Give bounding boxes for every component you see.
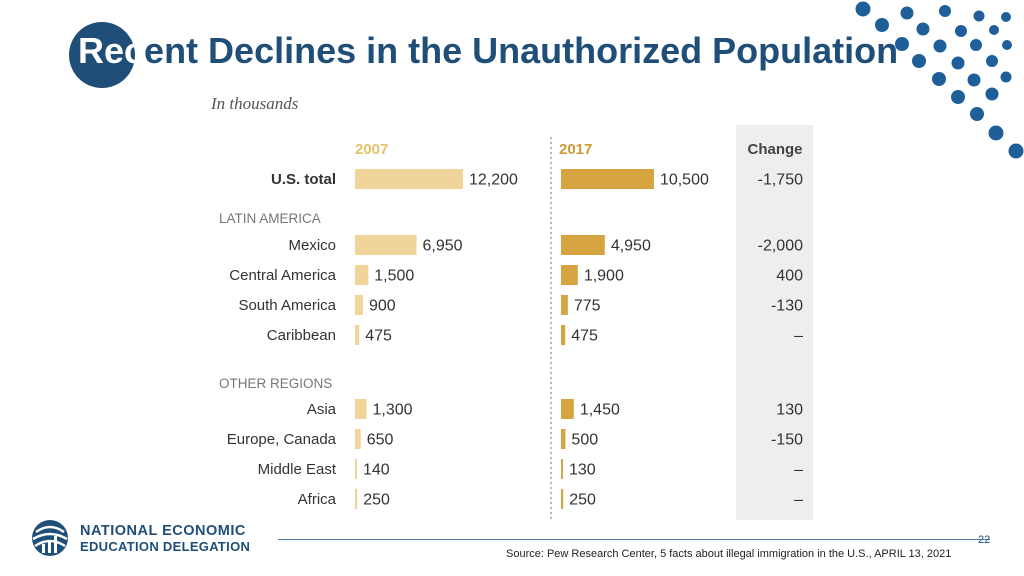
bar-2017 [561, 265, 578, 285]
source-citation: Source: Pew Research Center, 5 facts abo… [506, 548, 952, 560]
bar-2007 [355, 399, 367, 419]
value-label-2017: 1,450 [580, 402, 620, 419]
dot [1001, 12, 1011, 22]
dot [912, 54, 926, 68]
row-label: Africa [298, 491, 337, 508]
dot [1008, 143, 1024, 159]
unit-label: In thousands [211, 94, 299, 113]
change-value: – [794, 492, 803, 509]
title-accent-circle [69, 22, 135, 88]
dot [967, 73, 981, 87]
bar-2017 [561, 489, 564, 509]
logo-line-2: EDUCATION DELEGATION [80, 539, 251, 554]
bar-2007 [355, 295, 363, 315]
bar-2007 [355, 169, 463, 189]
row-label: South America [238, 297, 336, 314]
value-label-2017: 500 [571, 432, 598, 449]
bar-2017 [561, 295, 568, 315]
row-label: Caribbean [267, 327, 336, 344]
value-label-2007: 1,500 [374, 268, 414, 285]
row-label: U.S. total [271, 171, 336, 188]
row-label: Central America [229, 267, 336, 284]
group-label-other-regions: OTHER REGIONS [219, 376, 332, 391]
bar-2017 [561, 169, 654, 189]
dot [951, 56, 965, 70]
dot [895, 37, 909, 51]
value-label-2007: 250 [363, 492, 390, 509]
value-label-2017: 475 [571, 328, 598, 345]
dot [932, 72, 946, 86]
page-number: 22 [978, 534, 991, 546]
value-label-2007: 140 [363, 462, 390, 479]
dot [986, 55, 998, 67]
dot [1002, 40, 1012, 50]
change-value: 130 [776, 402, 803, 419]
bar-2017 [561, 325, 566, 345]
change-value: – [794, 462, 803, 479]
group-label-latin-america: LATIN AMERICA [219, 211, 321, 226]
bar-2017 [561, 235, 605, 255]
change-value: -2,000 [758, 238, 803, 255]
dot [989, 25, 999, 35]
chart: 2007 2017 Change LATIN AMERICA OTHER REG… [219, 125, 813, 521]
dot [970, 107, 984, 121]
dot [951, 90, 965, 104]
value-label-2007: 12,200 [469, 172, 518, 189]
footer-rule [278, 539, 990, 540]
dot [973, 10, 985, 22]
change-column-background [736, 125, 813, 520]
logo-line-1: NATIONAL ECONOMIC [80, 523, 246, 539]
dot [988, 125, 1004, 141]
decorative-dots [855, 1, 1024, 159]
value-label-2017: 10,500 [660, 172, 709, 189]
value-label-2007: 650 [367, 432, 394, 449]
bar-2017 [561, 399, 574, 419]
bar-2017 [561, 459, 563, 479]
dot [970, 39, 982, 51]
value-label-2017: 4,950 [611, 238, 651, 255]
chart-rows: U.S. total 12,200 10,500 -1,750 Mexico 6,950 4… [227, 169, 803, 509]
row-label: Europe, Canada [227, 431, 337, 448]
change-value: -130 [771, 298, 803, 315]
logo: NATIONAL ECONOMIC EDUCATION DELEGATION [30, 518, 270, 562]
value-label-2017: 775 [574, 298, 601, 315]
dot [939, 5, 951, 17]
bar-2007 [355, 489, 358, 509]
dot [855, 1, 871, 17]
change-value: – [794, 328, 803, 345]
dot [1000, 71, 1012, 83]
dot [875, 18, 889, 32]
dot [933, 39, 947, 53]
dot [955, 25, 967, 37]
row-label: Middle East [258, 461, 337, 478]
row-label: Mexico [288, 237, 336, 254]
value-label-2007: 6,950 [423, 238, 463, 255]
value-label-2007: 475 [365, 328, 392, 345]
column-header-change: Change [747, 141, 802, 158]
change-value: -1,750 [758, 172, 803, 189]
bar-2007 [355, 235, 417, 255]
column-header-2007: 2007 [355, 141, 388, 158]
row-label: Asia [307, 401, 337, 418]
value-label-2007: 1,300 [373, 402, 413, 419]
dot [985, 87, 999, 101]
change-value: -150 [771, 432, 803, 449]
slide-title-lead: Rec [78, 30, 145, 71]
bar-2017 [561, 429, 566, 449]
value-label-2017: 250 [569, 492, 596, 509]
column-header-2017: 2017 [559, 141, 592, 158]
dot [900, 6, 914, 20]
bar-2007 [355, 459, 357, 479]
value-label-2017: 1,900 [584, 268, 624, 285]
bar-2007 [355, 265, 369, 285]
slide-title: Recent Declines in the Unauthorized Popu… [78, 30, 898, 72]
logo-globe-icon [32, 520, 68, 556]
value-label-2007: 900 [369, 298, 396, 315]
value-label-2017: 130 [569, 462, 596, 479]
bar-2007 [355, 325, 360, 345]
bar-2007 [355, 429, 361, 449]
dot [916, 22, 930, 36]
slide-title-rest: ent Declines in the Unauthorized Populat… [144, 30, 899, 71]
change-value: 400 [776, 268, 803, 285]
